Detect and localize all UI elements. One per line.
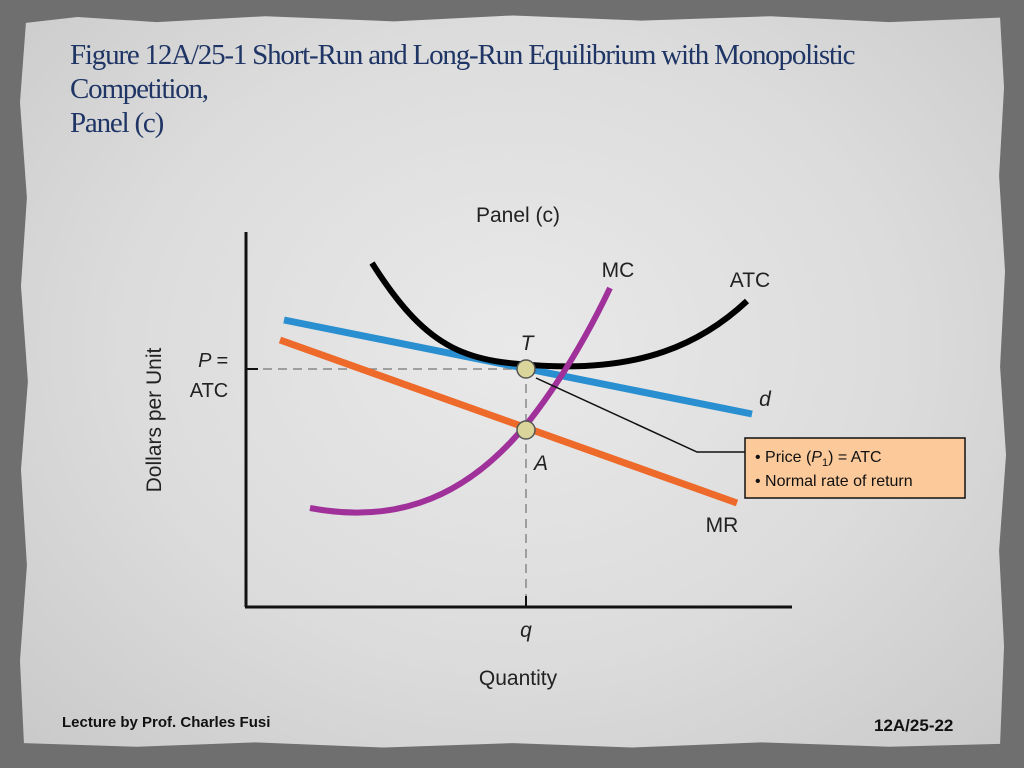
- slide-background: [19, 15, 1007, 748]
- point-a: [516, 420, 536, 440]
- point-t-label: T: [521, 332, 536, 355]
- point-t: [516, 359, 536, 379]
- atc-label: ATC: [730, 269, 770, 292]
- d-label: d: [759, 388, 772, 411]
- callout-line-2: • Normal rate of return: [755, 473, 913, 490]
- x-axis-label: Quantity: [479, 667, 558, 690]
- y-tick-label-line2: ATC: [190, 380, 229, 402]
- mr-label: MR: [706, 514, 739, 537]
- footer-slide-number: 12A/25-22: [874, 716, 954, 735]
- footer-lecturer: Lecture by Prof. Charles Fusi: [62, 714, 271, 731]
- title-line-3: Panel (c): [70, 107, 164, 139]
- point-a-label: A: [532, 452, 548, 475]
- mc-curve: [309, 286, 613, 516]
- atc-curve: [369, 261, 750, 370]
- y-axis-label: Dollars per Unit: [143, 347, 166, 492]
- marginal-revenue-curve: [278, 336, 739, 507]
- x-tick-label: q: [520, 619, 532, 642]
- chart-title: Panel (c): [476, 204, 560, 227]
- title-line-2: Competition,: [70, 73, 209, 105]
- callout-line-1: • Price (P1) = ATC: [755, 449, 882, 469]
- callout-leader-line: [535, 377, 745, 453]
- title-line-1: Figure 12A/25-1 Short-Run and Long-Run E…: [70, 39, 856, 71]
- mc-label: MC: [602, 259, 635, 282]
- callout-box: [744, 437, 966, 499]
- slide-title: Figure 12A/25-1 Short-Run and Long-Run E…: [70, 38, 990, 140]
- y-tick-label-line1: P =: [198, 350, 228, 372]
